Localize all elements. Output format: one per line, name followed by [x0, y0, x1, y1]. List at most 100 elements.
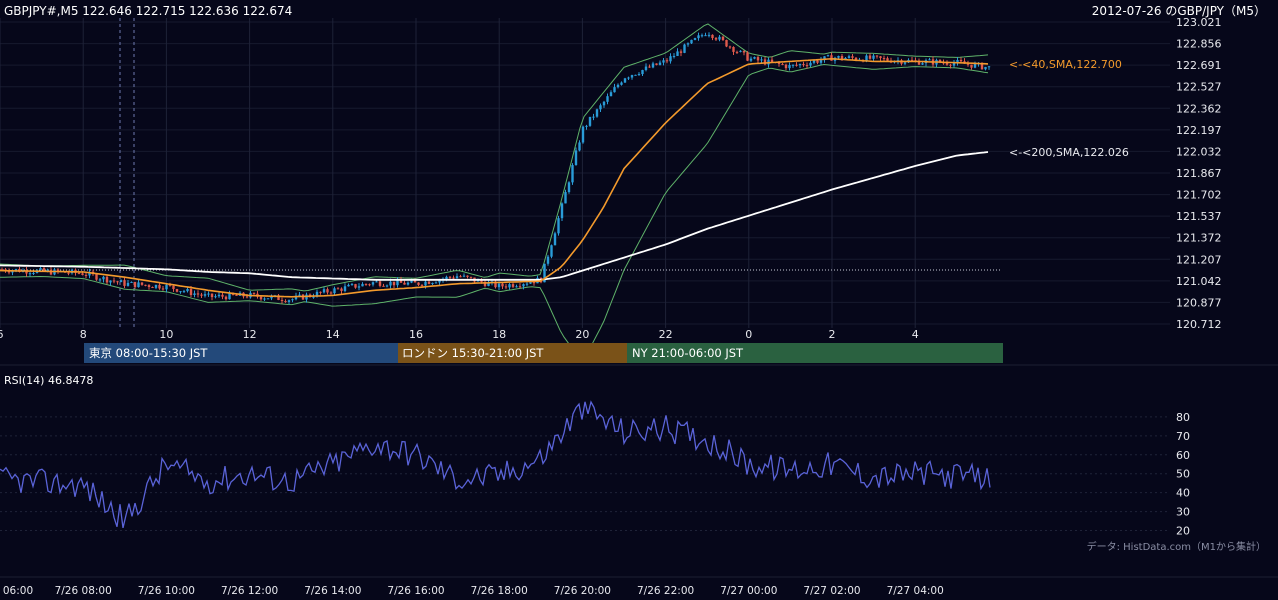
bollinger-bands [0, 23, 989, 361]
rsi-line [0, 400, 991, 529]
time-axis-label: 7/26 12:00 [221, 585, 278, 597]
candle-body [781, 63, 784, 65]
rsi-grid [0, 416, 1170, 532]
candle-body [602, 101, 606, 106]
hour-tick-label: 16 [409, 328, 423, 341]
candle-body [630, 75, 634, 78]
candle-body [651, 63, 655, 68]
candle-body [483, 281, 487, 286]
candle-body [200, 294, 203, 296]
candle-body [403, 282, 406, 285]
time-axis-label: 7/26 08:00 [55, 585, 112, 597]
candle-body [326, 289, 329, 293]
candle-body [84, 274, 88, 276]
candle-body [875, 55, 879, 57]
candle-body [550, 245, 553, 257]
candle-body [588, 116, 592, 126]
candle-body [333, 288, 336, 294]
candle-body [763, 59, 767, 65]
price-tick-label: 122.197 [1176, 124, 1222, 137]
candle-body [501, 283, 504, 287]
candle-body [623, 78, 627, 83]
candle-body [735, 51, 739, 53]
candle-body [707, 34, 711, 36]
candle-body [140, 282, 144, 285]
candle-body [809, 62, 812, 66]
candle-body [494, 281, 497, 288]
candle-body [165, 284, 168, 290]
candle-body [823, 56, 826, 61]
candle-body [728, 46, 732, 48]
candle-body [956, 59, 959, 63]
price-tick-label: 122.362 [1176, 102, 1222, 115]
candle-body [665, 60, 669, 62]
candle-body [581, 126, 585, 143]
candle-body [56, 269, 60, 272]
candle-body [361, 283, 364, 287]
candle-body [319, 291, 322, 293]
candle-body [161, 288, 165, 290]
price-tick-label: 120.877 [1176, 296, 1222, 309]
candle-body [886, 58, 889, 61]
candle-body [805, 65, 809, 67]
candle-body [347, 284, 350, 287]
candle-body [595, 109, 599, 117]
candle-body [760, 59, 763, 61]
hour-tick-label: 2 [829, 328, 836, 341]
price-tick-label: 122.527 [1176, 81, 1222, 94]
candle-body [77, 272, 81, 274]
time-axis-label: 7/26 16:00 [387, 585, 444, 597]
bollinger-upper [0, 23, 989, 292]
candle-body [294, 295, 298, 300]
candle-body [984, 66, 987, 70]
candle-body [959, 59, 963, 62]
rsi-tick-label: 40 [1176, 487, 1190, 500]
candle-body [676, 51, 679, 56]
candle-body [312, 296, 315, 298]
candle-body [553, 233, 557, 246]
candle-body [683, 44, 686, 53]
price-tick-label: 122.032 [1176, 145, 1222, 158]
candle-body [406, 282, 410, 285]
price-tick-label: 121.042 [1176, 275, 1222, 288]
candle-body [970, 64, 973, 68]
candle-body [343, 286, 347, 291]
candle-body [105, 276, 109, 283]
candle-body [721, 36, 725, 40]
candle-body [431, 282, 434, 284]
candle-body [354, 284, 357, 288]
candle-body [193, 293, 196, 296]
rsi-tick-label: 60 [1176, 449, 1190, 462]
candle-body [480, 279, 483, 282]
candle-body [133, 281, 137, 288]
candle-body [203, 294, 207, 296]
candle-body [508, 284, 511, 288]
candle-body [851, 56, 854, 58]
candle-body [462, 275, 466, 277]
candle-body [571, 165, 574, 183]
candle-body [816, 60, 819, 63]
candle-body [732, 47, 735, 52]
candle-body [641, 70, 644, 75]
candle-body [259, 296, 263, 300]
candle-body [613, 87, 616, 93]
rsi-label: RSI(14) 46.8478 [4, 374, 93, 387]
candle-body [186, 288, 189, 292]
candle-body [655, 63, 658, 65]
candle-body [291, 299, 294, 301]
hour-tick-label: 6 [0, 328, 4, 341]
candle-body [399, 279, 403, 283]
candle-body [518, 286, 522, 288]
session-newyork-label: NY 21:00-06:00 JST [632, 346, 744, 360]
hour-tick-label: 10 [159, 328, 173, 341]
sma40-line [0, 57, 989, 298]
candle-body [938, 59, 942, 63]
candle-body [235, 294, 238, 296]
candle-body [154, 284, 158, 288]
time-axis-label: 7/26 10:00 [138, 585, 195, 597]
candle-body [599, 105, 602, 110]
candle-body [322, 289, 326, 293]
hour-tick-label: 20 [575, 328, 589, 341]
candle-body [567, 182, 571, 193]
